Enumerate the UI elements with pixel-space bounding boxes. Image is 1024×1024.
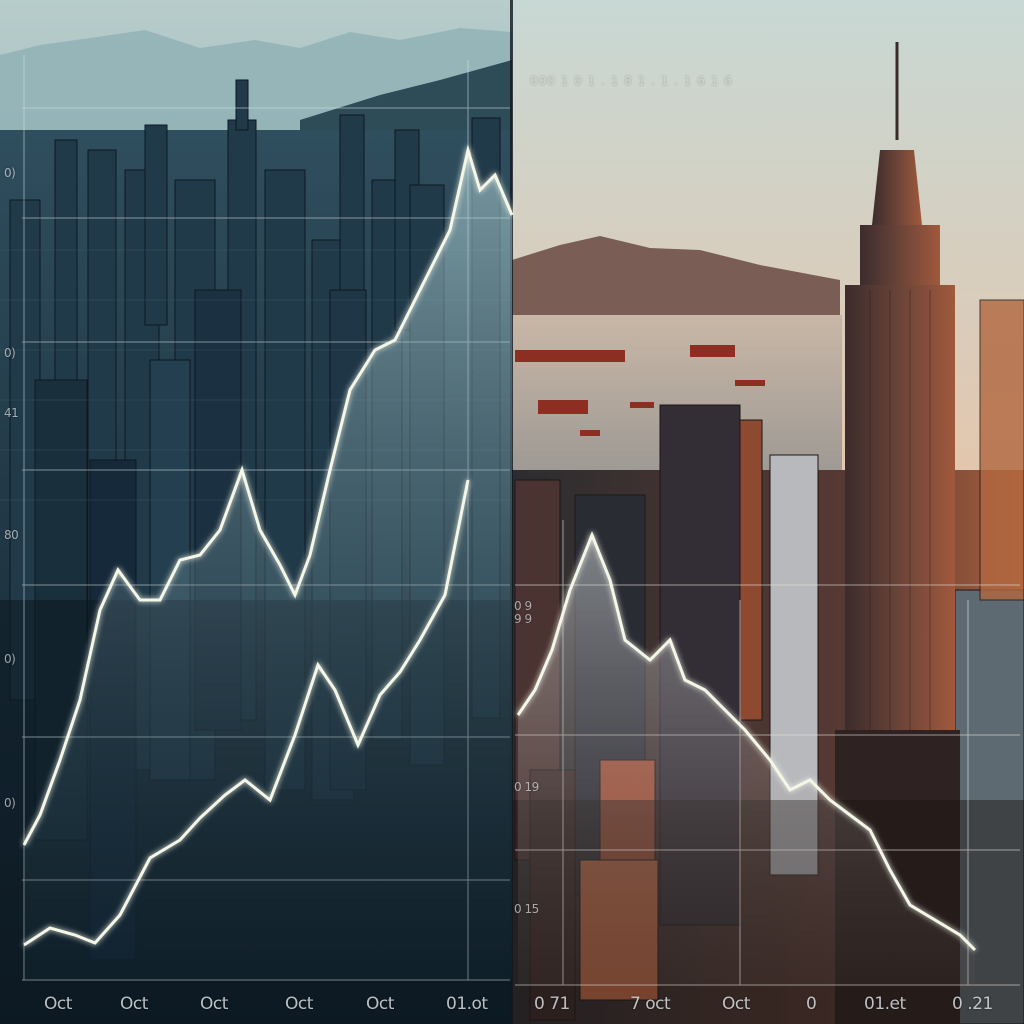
right-y-tick-1: 0 9 9 9 — [514, 599, 532, 626]
left-y-tick-5: 0) — [4, 652, 16, 666]
left-x-tick-1: Oct — [44, 994, 72, 1014]
right-x-tick-5: 01.et — [864, 994, 906, 1014]
right-mountains — [512, 236, 840, 320]
left-lower-line — [23, 479, 470, 947]
ships — [515, 345, 765, 436]
right-line — [516, 530, 977, 952]
right-x-tick-2: 7 oct — [630, 994, 671, 1014]
right-y-tick-3: 0 15 — [514, 902, 539, 916]
left-upper-line — [22, 144, 514, 846]
left-x-tick-4: Oct — [285, 994, 313, 1014]
left-y-tick-3: 41 — [4, 406, 19, 420]
left-x-tick-6: 01.ot — [446, 994, 488, 1014]
right-x-tick-3: Oct — [722, 994, 750, 1014]
left-y-tick-6: 0) — [4, 796, 16, 810]
left-y-tick-1: 0) — [4, 166, 16, 180]
right-top-faint-text: 000 1 0 1 . 1 8 1 . 1 . 1 6 1 6 — [530, 74, 733, 88]
left-x-tick-5: Oct — [366, 994, 394, 1014]
right-x-tick-4: 0 — [806, 994, 817, 1014]
left-x-tick-2: Oct — [120, 994, 148, 1014]
right-y-tick-2: 0 19 — [514, 780, 539, 794]
right-x-tick-1: 0 71 — [534, 994, 570, 1014]
left-y-tick-4: 80 — [4, 528, 19, 542]
left-upper-line-area — [24, 150, 512, 980]
right-x-tick-6: 0 .21 — [952, 994, 993, 1014]
left-y-tick-2: 0) — [4, 346, 16, 360]
left-x-tick-3: Oct — [200, 994, 228, 1014]
